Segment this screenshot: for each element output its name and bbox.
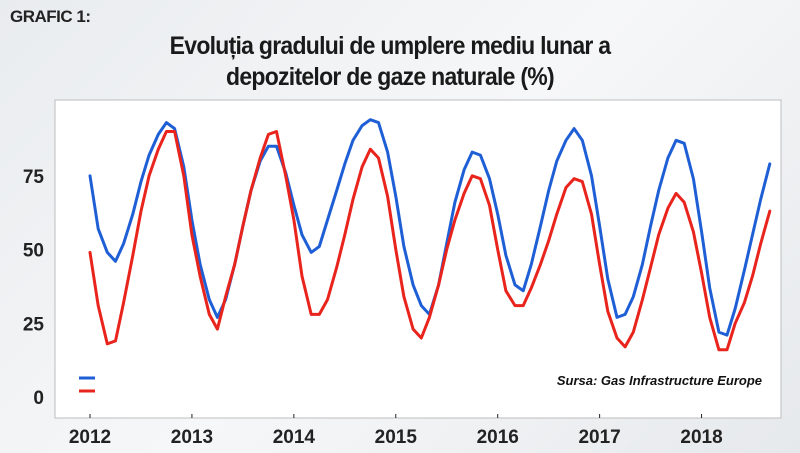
series-line-2: [88, 130, 772, 352]
series-lines: [88, 118, 772, 352]
chart-title-line2: depozitelor de gaze naturale (%): [226, 63, 555, 91]
x-tick-label: 2013: [171, 427, 213, 448]
legend: [79, 376, 95, 393]
y-tick-label: 75: [23, 167, 45, 188]
source-note: Sursa: Gas Infrastructure Europe: [557, 373, 762, 388]
y-tick-label: 25: [23, 314, 45, 335]
x-tick-label: 2014: [273, 427, 316, 448]
axis-ticks: 2012 2013 2014 2015 2016 2017 2018 0 25 50 75: [23, 167, 723, 448]
x-tick-label: 2015: [375, 427, 418, 448]
figure-label: GRAFIC 1:: [10, 7, 91, 26]
x-tick-label: 2018: [680, 427, 722, 448]
x-tick-label: 2012: [69, 427, 111, 448]
chart-title-line1: Evoluția gradului de umplere mediu lunar…: [169, 32, 611, 60]
plot-area: [54, 99, 782, 419]
x-tick-label: 2016: [477, 427, 519, 448]
y-tick-label: 50: [23, 241, 44, 262]
x-tick-label: 2017: [578, 427, 620, 448]
y-tick-label: 0: [33, 388, 44, 409]
chart-title: Evoluția gradului de umplere mediu lunar…: [132, 31, 647, 93]
